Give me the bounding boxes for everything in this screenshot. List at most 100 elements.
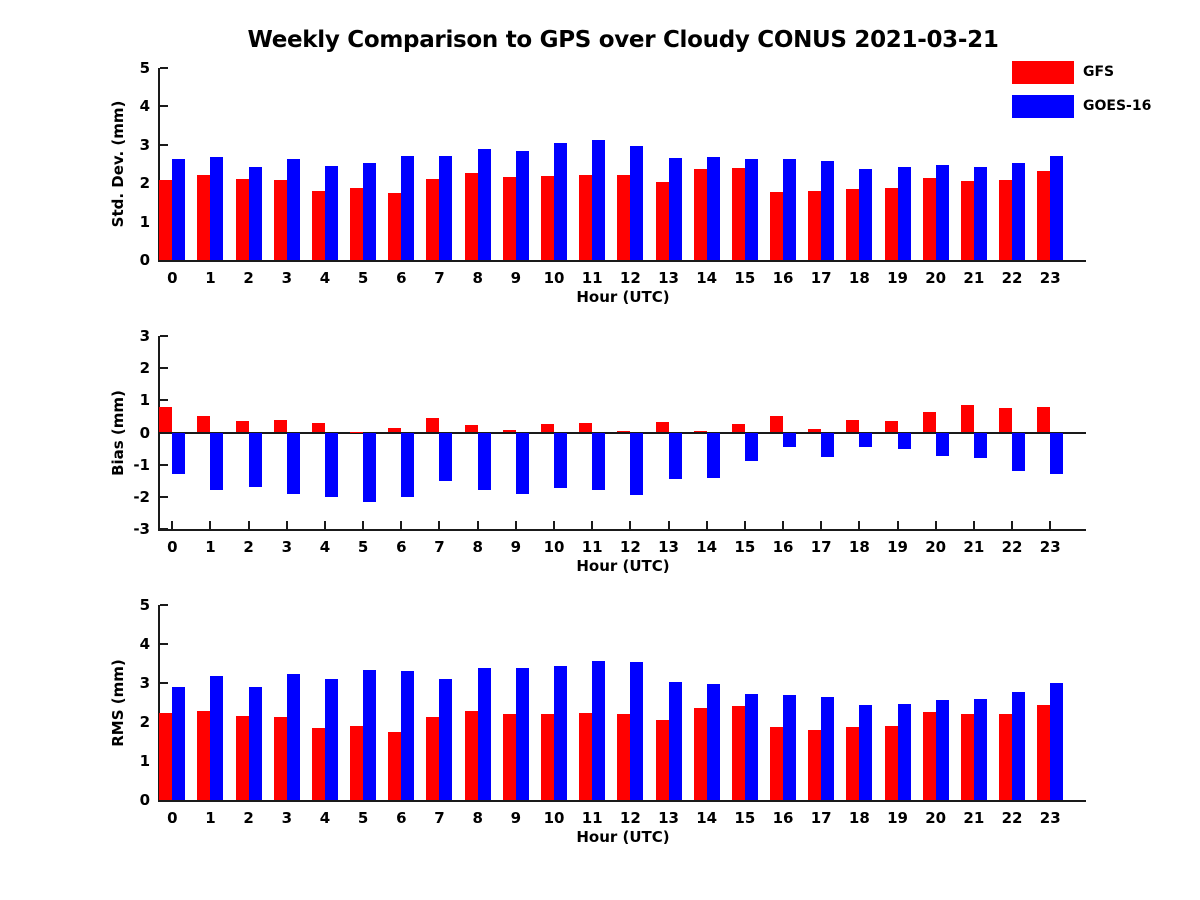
y-tick-label: -1 bbox=[133, 455, 150, 474]
bar-gfs-hour-12 bbox=[617, 174, 631, 260]
y-tick-label: 3 bbox=[139, 327, 150, 345]
x-tick bbox=[362, 521, 365, 529]
bar-gfs-hour-7 bbox=[426, 716, 440, 800]
x-tick bbox=[782, 521, 785, 529]
x-tick bbox=[438, 521, 441, 529]
bar-gfs-hour-23 bbox=[1037, 170, 1051, 260]
legend-label-gfs: GFS bbox=[1083, 64, 1115, 80]
x-axis-label: Hour (UTC) bbox=[576, 557, 670, 575]
bar-gfs-hour-16 bbox=[770, 727, 784, 800]
bar-gfs-hour-4 bbox=[311, 190, 325, 260]
bar-goes16-hour-18 bbox=[859, 168, 873, 260]
x-tick-label: 12 bbox=[619, 809, 641, 827]
bar-gfs-hour-0 bbox=[159, 407, 173, 433]
bar-gfs-hour-0 bbox=[159, 713, 173, 800]
bar-gfs-hour-4 bbox=[311, 727, 325, 800]
bar-goes16-hour-2 bbox=[248, 432, 262, 488]
x-tick bbox=[171, 521, 174, 529]
bar-goes16-hour-8 bbox=[477, 668, 491, 800]
y-tick bbox=[160, 105, 168, 108]
bar-gfs-hour-7 bbox=[426, 179, 440, 260]
x-tick bbox=[209, 521, 212, 529]
bar-goes16-hour-21 bbox=[973, 699, 987, 800]
bar-gfs-hour-8 bbox=[464, 172, 478, 260]
x-tick bbox=[400, 521, 403, 529]
bar-goes16-hour-5 bbox=[363, 432, 377, 502]
bar-gfs-hour-17 bbox=[808, 190, 822, 260]
bar-gfs-hour-1 bbox=[197, 174, 211, 260]
y-tick-label: 1 bbox=[139, 391, 150, 410]
bar-gfs-hour-22 bbox=[999, 714, 1013, 800]
bar-goes16-hour-4 bbox=[324, 165, 338, 260]
x-tick-label: 12 bbox=[619, 538, 641, 556]
bar-goes16-hour-15 bbox=[744, 159, 758, 260]
x-tick-label: 7 bbox=[434, 269, 445, 287]
bar-gfs-hour-17 bbox=[808, 730, 822, 800]
x-tick-label: 5 bbox=[357, 809, 369, 827]
bar-goes16-hour-17 bbox=[821, 161, 835, 260]
bar-goes16-hour-19 bbox=[897, 432, 911, 449]
bar-goes16-hour-11 bbox=[592, 432, 606, 491]
bar-goes16-hour-3 bbox=[286, 674, 300, 800]
y-tick bbox=[160, 335, 168, 337]
x-tick-label: 16 bbox=[772, 538, 794, 556]
x-tick-label: 2 bbox=[243, 538, 254, 556]
x-tick-label: 2 bbox=[243, 809, 254, 827]
bar-gfs-hour-9 bbox=[502, 176, 516, 260]
bar-goes16-hour-22 bbox=[1012, 432, 1026, 472]
bar-gfs-hour-18 bbox=[846, 188, 860, 260]
x-tick-label: 23 bbox=[1039, 269, 1061, 287]
x-tick-label: 17 bbox=[810, 269, 832, 287]
bar-goes16-hour-8 bbox=[477, 432, 491, 491]
bar-gfs-hour-19 bbox=[884, 420, 898, 433]
x-tick-label: 19 bbox=[887, 269, 908, 287]
bar-gfs-hour-11 bbox=[579, 713, 593, 800]
x-tick-label: 0 bbox=[167, 538, 178, 556]
chart-title: Weekly Comparison to GPS over Cloudy CON… bbox=[247, 27, 999, 53]
bar-goes16-hour-6 bbox=[401, 432, 415, 497]
x-tick-label: 22 bbox=[1001, 269, 1023, 287]
y-tick-label: -3 bbox=[133, 520, 150, 538]
bar-gfs-hour-22 bbox=[999, 179, 1013, 260]
bar-gfs-hour-18 bbox=[846, 420, 860, 433]
bar-goes16-hour-14 bbox=[706, 432, 720, 478]
bar-goes16-hour-3 bbox=[286, 432, 300, 494]
y-tick-label: 5 bbox=[139, 596, 150, 614]
bar-goes16-hour-4 bbox=[324, 679, 338, 800]
bar-gfs-hour-23 bbox=[1037, 705, 1051, 800]
x-tick bbox=[972, 521, 975, 529]
y-tick-label: 2 bbox=[139, 713, 150, 731]
x-tick-label: 11 bbox=[581, 809, 603, 827]
y-axis-label: RMS (mm) bbox=[109, 658, 127, 747]
x-tick-label: 10 bbox=[543, 269, 565, 287]
bar-goes16-hour-14 bbox=[706, 684, 720, 800]
bar-gfs-hour-11 bbox=[579, 175, 593, 260]
bar-gfs-hour-9 bbox=[502, 714, 516, 800]
x-tick bbox=[591, 521, 594, 529]
bar-gfs-hour-6 bbox=[388, 193, 402, 260]
bar-gfs-hour-2 bbox=[235, 716, 249, 800]
y-tick bbox=[160, 495, 168, 498]
y-tick-label: 2 bbox=[139, 174, 150, 193]
x-tick-label: 18 bbox=[848, 809, 870, 827]
x-tick bbox=[323, 521, 326, 529]
bar-gfs-hour-23 bbox=[1037, 407, 1051, 433]
x-axis bbox=[158, 529, 1086, 531]
bar-gfs-hour-20 bbox=[922, 711, 936, 800]
x-tick bbox=[743, 521, 746, 529]
bar-goes16-hour-23 bbox=[1050, 683, 1064, 800]
bar-goes16-hour-9 bbox=[515, 432, 529, 494]
bar-gfs-hour-14 bbox=[693, 168, 707, 260]
bar-gfs-hour-15 bbox=[731, 706, 745, 800]
bar-gfs-hour-16 bbox=[770, 192, 784, 260]
y-tick-label: 3 bbox=[139, 135, 150, 154]
y-tick bbox=[160, 67, 168, 69]
x-tick-label: 17 bbox=[810, 809, 832, 827]
x-tick-label: 16 bbox=[772, 269, 794, 287]
x-tick-label: 14 bbox=[696, 538, 718, 556]
legend: GFS GOES-16 bbox=[1012, 60, 1151, 128]
x-tick-label: 22 bbox=[1001, 809, 1023, 827]
bar-goes16-hour-1 bbox=[210, 675, 224, 800]
x-tick-label: 12 bbox=[619, 269, 641, 287]
